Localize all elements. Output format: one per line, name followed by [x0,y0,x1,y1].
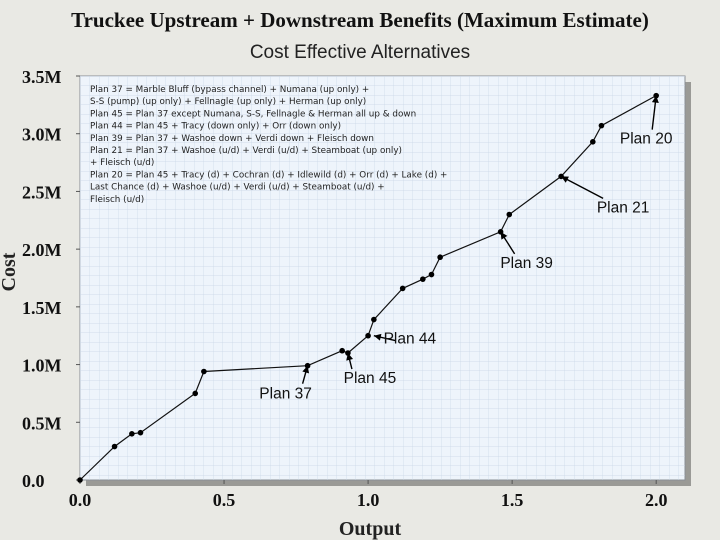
chart-legend: Plan 37 = Marble Bluff (bypass channel) … [90,85,447,205]
annotation-label: Plan 39 [500,255,553,272]
data-series [77,92,659,483]
x-axis-label: Output [339,518,402,540]
y-axis-label: Cost [0,252,20,291]
y-axis-ticks: 0.0 0.5M 1.0M 1.5M 2.0M 2.5M 3.0M 3.5M [22,67,80,491]
data-point [506,211,513,218]
annotation-arrowhead [561,176,569,183]
x-tick-label: 0.0 [69,490,92,510]
data-point [598,122,605,129]
annotation-label: Plan 37 [259,386,312,403]
y-tick-label: 0.0 [22,471,45,491]
data-point [304,362,311,369]
annotation-arrow [560,175,604,200]
y-tick-label: 2.0M [22,240,62,260]
annotation-arrowhead [346,353,354,361]
data-point [111,443,118,450]
plot-grid [80,76,685,480]
legend-line: Last Chance (d) + Washoe (u/d) + Verdi (… [90,183,385,193]
annotation-label: Plan 45 [344,370,397,387]
data-point [590,138,596,145]
y-tick-label: 3.0M [22,125,62,145]
legend-line: Plan 21 = Plan 37 + Washoe (u/d) + Verdi… [90,146,402,156]
data-point [653,92,659,99]
plan-annotations: Plan 37 Plan 45 Plan 44 Plan 39 Plan 21 Plan … [259,95,673,403]
y-tick-label: 3.5M [22,67,62,87]
data-point [201,368,207,375]
annotation-arrowhead [500,231,508,240]
x-axis-ticks: 0.0 0.5 1.0 1.5 2.0 [69,480,668,510]
x-tick-label: 2.0 [645,490,668,510]
annotation-label: Plan 44 [384,331,437,348]
legend-line: Plan 37 = Marble Bluff (bypass channel) … [90,85,369,95]
annotation-arrowhead [651,95,659,103]
legend-line: S-S (pump) (up only) + Fellnagle (up onl… [90,97,366,107]
legend-line: Fleisch (u/d) [90,195,144,205]
data-point [399,285,406,292]
annotation-arrowhead [302,365,310,374]
x-tick-label: 1.0 [357,490,380,510]
x-tick-label: 0.5 [213,490,236,510]
legend-line: Plan 44 = Plan 45 + Tracy (down only) + … [90,122,341,132]
legend-line: + Fleisch (u/d) [90,158,154,168]
data-point [137,429,144,436]
annotation-label: Plan 21 [597,199,650,216]
chart-subtitle: Cost Effective Alternatives [250,42,470,63]
data-point [129,431,135,437]
y-tick-label: 2.5M [22,182,62,202]
data-point [420,276,426,282]
data-point [339,347,345,354]
data-point [428,271,435,278]
chart-title: Truckee Upstream + Downstream Benefits (… [71,8,649,32]
legend-line: Plan 45 = Plan 37 except Numana, S-S, Fe… [90,109,416,119]
y-tick-label: 1.0M [22,356,62,376]
data-point [365,332,371,339]
annotation-label: Plan 20 [620,131,673,148]
data-point [437,254,443,261]
legend-line: Plan 20 = Plan 45 + Tracy (d) + Cochran … [90,170,447,180]
y-tick-label: 1.5M [22,298,62,318]
y-tick-label: 0.5M [22,413,62,433]
data-point [192,390,199,397]
annotation-arrowhead [373,333,382,341]
legend-line: Plan 39 = Plan 37 + Washoe down + Verdi … [90,134,374,144]
data-point [371,316,377,323]
data-point [77,477,83,483]
x-tick-label: 1.5 [501,490,524,510]
